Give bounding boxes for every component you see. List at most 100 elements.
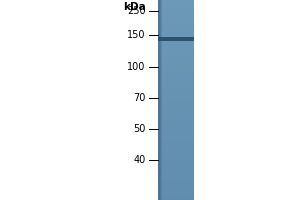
Bar bbox=[158, 172, 194, 173]
Bar bbox=[158, 19, 194, 20]
Bar bbox=[158, 130, 194, 131]
Bar bbox=[158, 121, 194, 122]
Bar bbox=[158, 31, 194, 32]
Bar bbox=[158, 127, 194, 128]
Bar bbox=[158, 79, 194, 80]
Bar bbox=[158, 162, 194, 163]
Bar bbox=[158, 140, 194, 141]
Bar bbox=[158, 10, 194, 11]
Bar bbox=[158, 176, 194, 177]
Bar bbox=[158, 135, 194, 136]
Bar bbox=[158, 76, 194, 77]
Bar bbox=[158, 92, 194, 93]
Bar bbox=[158, 0, 160, 200]
Bar bbox=[158, 132, 194, 133]
Bar bbox=[158, 49, 194, 50]
Bar bbox=[158, 58, 194, 59]
Bar bbox=[158, 37, 194, 38]
Bar bbox=[158, 0, 159, 200]
Bar bbox=[158, 21, 194, 22]
Bar bbox=[158, 82, 194, 83]
Bar bbox=[158, 171, 194, 172]
Bar bbox=[158, 5, 194, 6]
Bar bbox=[158, 69, 194, 70]
Bar bbox=[158, 133, 194, 134]
Bar bbox=[158, 96, 194, 97]
Bar bbox=[158, 11, 194, 12]
Bar bbox=[158, 197, 194, 198]
Bar bbox=[158, 185, 194, 186]
Bar bbox=[158, 60, 194, 61]
Bar bbox=[158, 15, 194, 16]
Bar bbox=[158, 43, 194, 44]
Bar bbox=[158, 85, 194, 86]
Bar bbox=[158, 154, 194, 155]
Bar bbox=[158, 0, 159, 200]
Bar bbox=[158, 72, 194, 73]
Bar bbox=[158, 123, 194, 124]
Text: 40: 40 bbox=[133, 155, 145, 165]
Bar bbox=[158, 112, 194, 113]
Bar bbox=[158, 83, 194, 84]
Bar bbox=[158, 146, 194, 147]
Bar bbox=[158, 89, 194, 90]
Bar bbox=[158, 51, 194, 52]
Bar bbox=[158, 36, 194, 37]
Bar bbox=[158, 1, 194, 2]
Bar bbox=[158, 0, 160, 200]
Bar bbox=[158, 32, 194, 33]
Bar bbox=[158, 157, 194, 158]
Bar bbox=[158, 87, 194, 88]
Bar bbox=[158, 57, 194, 58]
Bar bbox=[158, 44, 194, 45]
Bar bbox=[158, 0, 194, 1]
Bar bbox=[158, 199, 194, 200]
Bar bbox=[158, 38, 194, 39]
Bar bbox=[158, 109, 194, 110]
Bar bbox=[158, 149, 194, 150]
Bar bbox=[158, 0, 161, 200]
Bar bbox=[158, 178, 194, 179]
Text: kDa: kDa bbox=[123, 2, 146, 12]
Bar bbox=[158, 142, 194, 143]
Bar bbox=[158, 93, 194, 94]
Bar bbox=[158, 167, 194, 168]
Bar bbox=[158, 12, 194, 13]
Bar bbox=[158, 48, 194, 49]
Bar bbox=[158, 40, 194, 41]
Bar bbox=[158, 160, 194, 161]
Bar bbox=[158, 54, 194, 55]
Bar bbox=[158, 101, 194, 102]
Bar bbox=[158, 169, 194, 170]
Bar bbox=[158, 190, 194, 191]
Bar bbox=[158, 147, 194, 148]
Bar bbox=[158, 126, 194, 127]
Bar bbox=[158, 34, 194, 35]
Bar bbox=[158, 77, 194, 78]
Bar bbox=[158, 8, 194, 9]
Bar bbox=[158, 56, 194, 57]
Bar bbox=[158, 114, 194, 115]
Bar bbox=[158, 118, 194, 119]
Bar bbox=[158, 84, 194, 85]
Bar bbox=[158, 194, 194, 195]
Bar bbox=[158, 50, 194, 51]
Bar bbox=[158, 35, 194, 36]
Text: 150: 150 bbox=[127, 30, 146, 40]
Bar bbox=[158, 66, 194, 67]
Bar bbox=[158, 90, 194, 91]
Bar bbox=[158, 158, 194, 159]
Bar bbox=[158, 151, 194, 152]
Bar bbox=[158, 46, 194, 47]
Bar bbox=[158, 155, 194, 156]
Bar bbox=[158, 3, 194, 4]
Bar bbox=[158, 64, 194, 65]
Bar bbox=[158, 17, 194, 18]
Bar bbox=[158, 105, 194, 106]
Bar bbox=[158, 91, 194, 92]
Bar bbox=[158, 80, 194, 81]
Bar bbox=[158, 68, 194, 69]
Bar bbox=[158, 63, 194, 64]
Bar bbox=[158, 86, 194, 87]
Bar bbox=[158, 196, 194, 197]
